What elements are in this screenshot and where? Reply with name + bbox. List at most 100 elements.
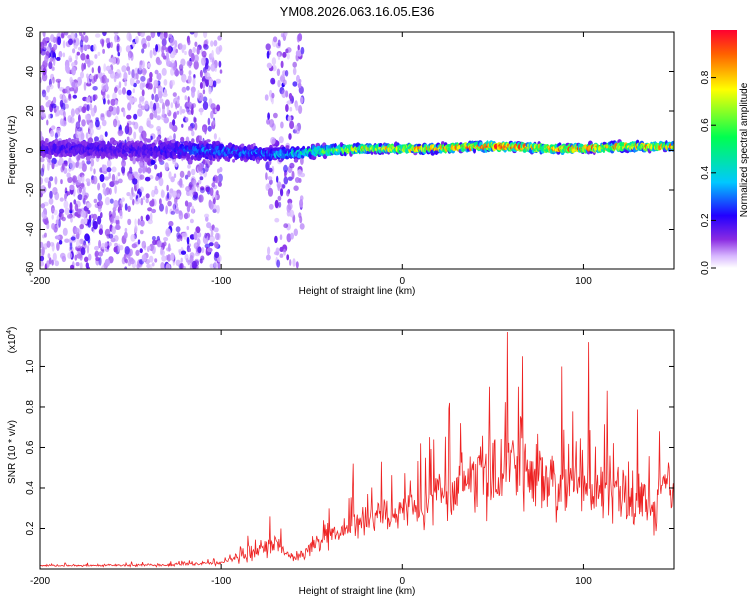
spectrogram-noise-cell: [101, 242, 106, 250]
spectrogram-noise-cell: [118, 81, 122, 89]
spectrogram-noise-cell: [188, 125, 192, 131]
spectrogram-noise-cell: [80, 210, 85, 218]
spectrogram-noise-cell: [68, 38, 73, 46]
spectrogram-noise-cell: [197, 89, 200, 99]
spectrogram-noise-cell: [73, 42, 78, 49]
spectrogram-noise-cell: [208, 78, 213, 87]
spectrogram-noise-cell: [114, 184, 117, 194]
spectrogram-noise-cell: [63, 110, 66, 118]
spectrogram-noise-cell: [147, 219, 153, 225]
spectrogram-noise-cell: [139, 186, 144, 193]
spectrogram-noise-cell: [41, 89, 47, 98]
spectrogram-noise-cell: [172, 190, 177, 199]
spectrogram-noise-cell: [101, 83, 106, 92]
spectrogram-noise-cell: [79, 39, 84, 49]
spectrogram-noise-cell: [104, 228, 111, 237]
spectrogram-noise-cell: [140, 75, 146, 82]
spectrogram-noise-cell: [180, 250, 187, 255]
spectrogram-noise-cell: [212, 208, 217, 213]
spectrogram-noise-cell: [118, 46, 122, 53]
spectrogram-noise-cell: [149, 76, 153, 83]
spectrogram-noise-cell: [204, 232, 208, 239]
spectrogram-noise-cell: [69, 87, 75, 92]
spectrogram-ridge-cell: [256, 159, 260, 165]
spectrogram-noise-cell: [49, 57, 53, 63]
spectrogram-noise-cell: [213, 227, 219, 233]
spectrogram-noise-cell: [71, 81, 77, 88]
spectrogram-noise-cell: [122, 109, 126, 117]
spectrogram-noise-cell: [64, 207, 70, 216]
spectrogram-noise-cell: [129, 77, 135, 86]
spectrogram-noise-cell: [90, 107, 96, 117]
spectrogram-noise-cell: [213, 40, 218, 47]
spectrogram-noise-cell: [274, 235, 278, 244]
spectrogram-noise-cell: [153, 85, 157, 95]
spectrogram-noise-cell: [278, 136, 284, 144]
spectrogram-noise-cell: [134, 225, 138, 233]
spectrogram-noise-cell: [190, 176, 196, 185]
spectrogram-noise-cell: [165, 205, 169, 215]
spectrogram-noise-cell: [145, 198, 149, 204]
spectrogram-noise-cell: [205, 78, 210, 88]
spectrogram-ridge-cell: [67, 137, 72, 143]
spectrogram-noise-cell: [107, 99, 110, 105]
spectrogram-noise-cell: [169, 52, 176, 59]
spectrogram-noise-cell: [199, 69, 203, 78]
spectrogram-ridge-cell: [224, 156, 229, 160]
spectrogram-noise-cell: [164, 99, 170, 107]
spectrogram-noise-cell: [51, 103, 57, 109]
spectrogram-noise-cell: [188, 247, 191, 253]
spectrogram-noise-cell: [300, 46, 305, 55]
spectrogram-noise-cell: [191, 103, 197, 108]
spectrogram-noise-cell: [139, 248, 143, 254]
spectrogram-noise-cell: [150, 135, 153, 141]
spectrogram-noise-cell: [174, 69, 180, 77]
spectrogram-noise-cell: [145, 83, 149, 89]
spectrogram-noise-cell: [298, 79, 302, 84]
spectrogram-noise-cell: [93, 94, 98, 100]
spectrogram-noise-cell: [175, 48, 178, 54]
spectrogram-noise-cell: [277, 184, 281, 191]
colorbar-tick-label: 0.4: [700, 165, 711, 179]
spectrogram-noise-cell: [215, 232, 220, 241]
spectrogram-noise-cell: [98, 239, 102, 249]
spectrogram-noise-cell: [64, 32, 69, 36]
spectrogram-noise-cell: [90, 158, 95, 167]
spectrogram-ridge-cell: [123, 152, 129, 157]
spectrogram-noise-cell: [52, 76, 55, 84]
spectrogram-noise-cell: [150, 159, 156, 165]
spectrogram-noise-cell: [132, 97, 138, 103]
spectrogram-ridge-cell: [87, 137, 94, 144]
snr-multiplier-close: ): [7, 327, 18, 330]
spectrogram-noise-cell: [160, 190, 165, 198]
spectrogram-noise-cell: [216, 104, 221, 112]
spectrogram-noise-cell: [86, 202, 92, 208]
spectrogram-noise-cell: [156, 240, 162, 248]
spectrogram-noise-cell: [199, 107, 203, 116]
snr-multiplier-label: (x104): [6, 327, 18, 354]
spectrogram-noise-cell: [83, 81, 87, 91]
spectrogram-noise-cell: [283, 223, 289, 229]
spectrogram-noise-cell: [124, 266, 128, 269]
spectrogram-noise-cell: [177, 193, 181, 198]
spectrogram-noise-cell: [184, 95, 188, 101]
spectrogram-noise-cell: [191, 168, 196, 176]
spectrogram-noise-cell: [159, 171, 163, 178]
spectrogram-noise-cell: [75, 53, 78, 61]
spectrogram-noise-cell: [62, 227, 68, 236]
spectrogram-noise-cell: [106, 94, 110, 99]
spectrogram-ridge-cell: [67, 142, 72, 147]
spectrogram-noise-cell: [139, 32, 146, 38]
spectrogram-noise-cell: [149, 71, 153, 79]
spectrogram-noise-cell: [89, 166, 93, 172]
spectrogram-noise-cell: [83, 62, 87, 70]
spectrogram-noise-cell: [124, 81, 127, 87]
spectrogram-noise-cell: [52, 187, 58, 195]
spectrogram-noise-cell: [40, 260, 44, 266]
spectrogram-y-tick-label: -40: [25, 222, 36, 237]
spectrogram-noise-cell: [106, 109, 112, 118]
spectrogram-noise-cell: [87, 60, 91, 68]
spectrogram-noise-cell: [182, 76, 187, 83]
spectrogram-noise-cell: [59, 93, 64, 100]
spectrogram-noise-cell: [86, 54, 90, 60]
